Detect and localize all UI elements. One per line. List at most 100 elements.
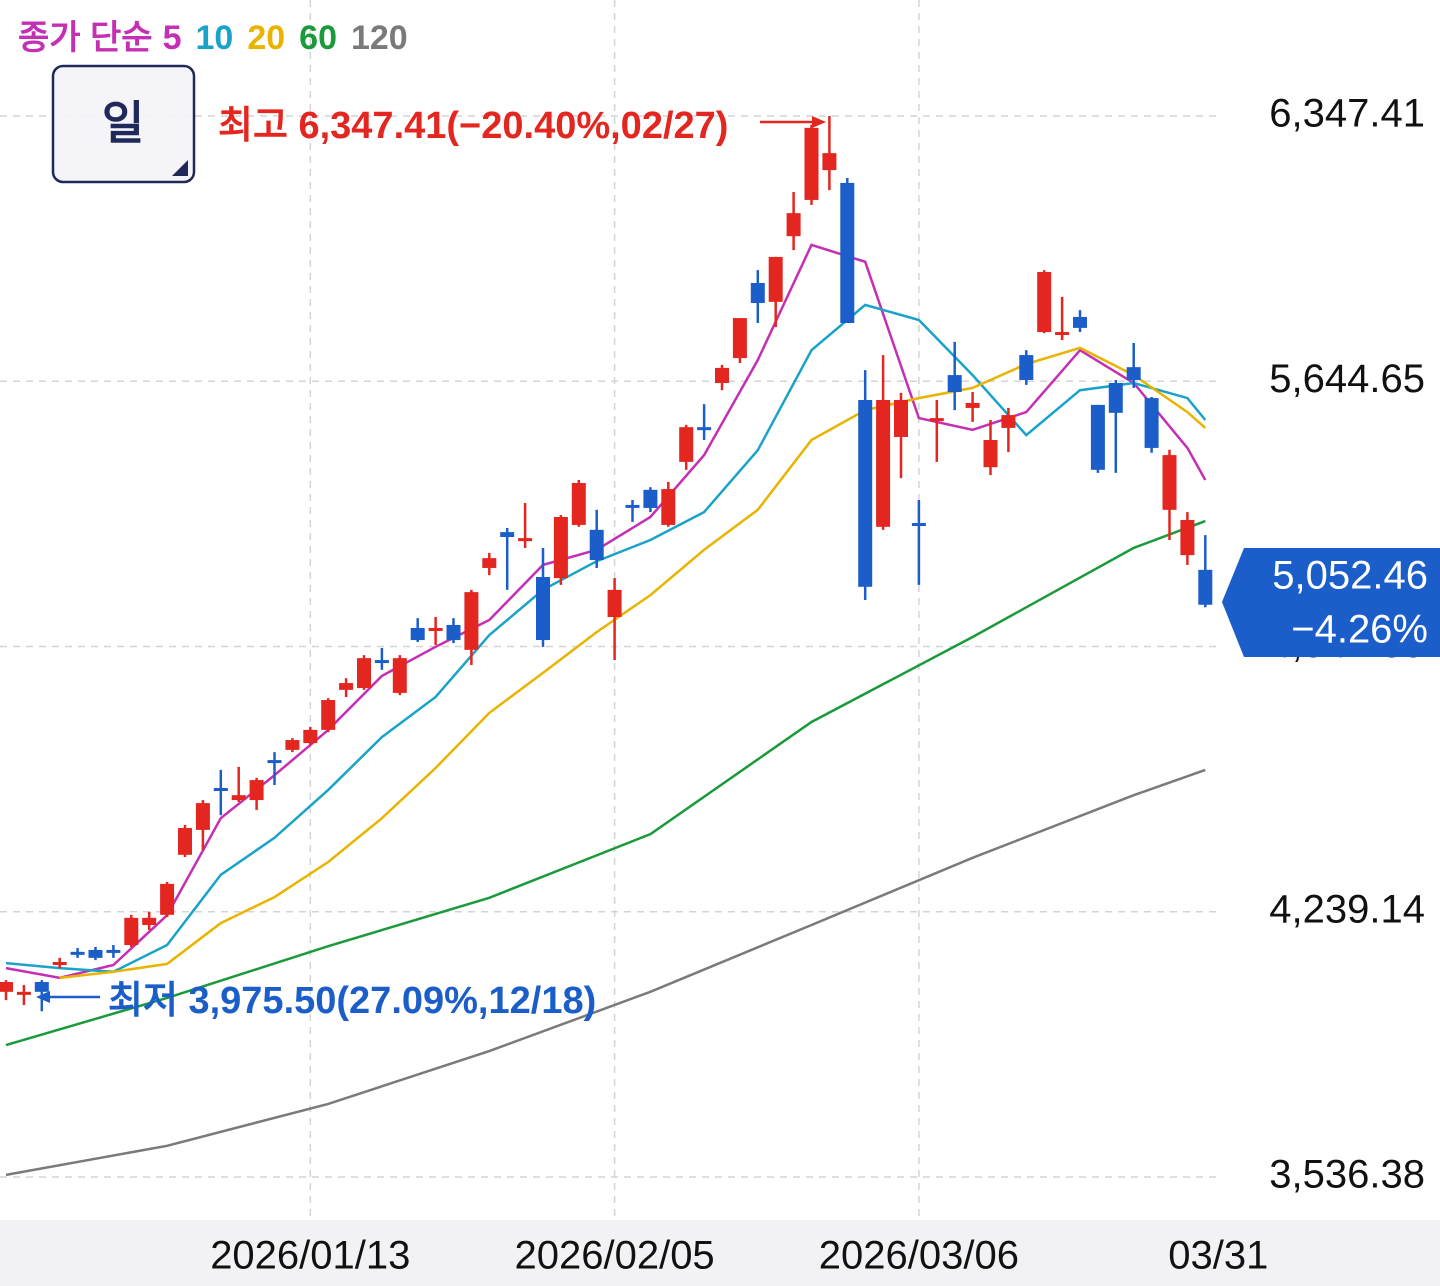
candle-body: [822, 153, 837, 171]
legend-entry: 20: [247, 19, 285, 57]
candle-body: [1001, 415, 1016, 428]
candle-body: [482, 558, 497, 568]
candle-body: [947, 375, 962, 393]
price-tag-box: [1222, 548, 1440, 657]
candle-body: [446, 624, 461, 641]
ma-line: [5, 768, 1206, 1177]
candle-body: [911, 523, 926, 527]
candle-body: [339, 683, 354, 690]
x-axis-band: [0, 1220, 1440, 1286]
ma-line: [5, 243, 1207, 980]
candle-body: [679, 427, 694, 462]
candle-body: [804, 127, 819, 200]
candle-body: [553, 516, 568, 579]
y-tick-label: 4,239.14: [1269, 887, 1425, 931]
candle-body: [1037, 272, 1052, 333]
candle-body: [195, 803, 210, 830]
candle-body: [1073, 316, 1087, 328]
x-tick-label: 03/31: [1168, 1234, 1268, 1278]
candle-body: [1162, 455, 1177, 510]
candle-body: [213, 788, 228, 792]
x-tick-label: 2026/01/13: [210, 1234, 410, 1278]
candle-body: [464, 592, 479, 650]
candle-body: [1144, 398, 1159, 448]
button-corner: [172, 160, 188, 176]
period-button[interactable]: 일: [51, 64, 196, 184]
legend-entry: 5: [163, 19, 182, 57]
candle-body: [410, 627, 425, 641]
candle-body: [1180, 520, 1195, 556]
axes: 6,347.415,644.654,941.894,239.143,536.38…: [210, 92, 1425, 1278]
candle-body: [357, 658, 371, 688]
candle-body: [34, 982, 49, 992]
candle-body: [321, 700, 336, 730]
change: −4.26%: [1291, 608, 1428, 652]
candle-body: [267, 760, 282, 764]
candle-body: [231, 795, 246, 801]
legend-entry: 120: [351, 19, 408, 57]
candle-body: [536, 577, 550, 641]
candle-body: [1090, 404, 1105, 470]
legend-label: 종가 단순: [18, 19, 153, 57]
candle-body: [88, 949, 103, 958]
candle-body: [0, 982, 13, 992]
price-tag: 5,052.46 −4.26%: [1222, 548, 1440, 657]
legend-entry: 10: [196, 19, 234, 57]
y-tick-label: 6,347.41: [1269, 92, 1425, 136]
candle-body: [858, 399, 873, 587]
candle-body: [178, 828, 192, 855]
candle-body: [768, 256, 783, 302]
candle-body: [929, 418, 944, 422]
candle-body: [1019, 355, 1034, 380]
y-tick-label: 3,536.38: [1269, 1153, 1425, 1197]
button-label[interactable]: 일: [102, 97, 144, 149]
candle-body: [124, 917, 139, 946]
candle-body: [786, 213, 801, 237]
candle-body: [500, 532, 515, 538]
legend-entry: 60: [299, 19, 337, 57]
candle-body: [625, 504, 640, 508]
candle-body: [428, 627, 443, 631]
candle-body: [732, 318, 747, 359]
candle-body: [285, 740, 300, 750]
candle-body: [840, 182, 855, 323]
candle-body: [876, 399, 891, 527]
candle-body: [571, 483, 586, 525]
ma-line: [5, 519, 1206, 1047]
x-tick-label: 2026/02/05: [514, 1234, 714, 1278]
candle-body: [965, 403, 980, 408]
candle-body: [589, 529, 604, 561]
candle-body: [1198, 569, 1213, 605]
candle-body: [249, 780, 264, 801]
legend: 종가 단순 5 10 20 60 120: [18, 19, 408, 57]
candle-body: [1055, 332, 1070, 336]
candle-body: [52, 962, 67, 966]
candle-body: [1126, 367, 1141, 380]
candles: [0, 115, 1213, 1012]
candle-body: [607, 589, 622, 618]
y-tick-label: 5,644.65: [1269, 357, 1425, 401]
low-arrow-head: [36, 991, 50, 1003]
candle-body: [983, 439, 998, 468]
candle-body: [303, 729, 318, 744]
grid: [0, 0, 1220, 1220]
button-box[interactable]: [51, 64, 196, 184]
candle-body: [16, 991, 31, 995]
candle-body: [697, 427, 712, 431]
candle-body: [715, 367, 729, 384]
candle-body: [518, 538, 533, 542]
candle-body: [661, 489, 676, 525]
candle-body: [1108, 383, 1123, 413]
ma-lines: [5, 243, 1207, 1177]
last-price: 5,052.46: [1272, 554, 1428, 598]
x-tick-label: 2026/03/06: [819, 1234, 1019, 1278]
candle-body: [392, 658, 407, 693]
candle-body: [643, 489, 658, 508]
candle-body: [106, 949, 121, 953]
low-annotation: 최저 3,975.50(27.09%,12/18): [108, 980, 596, 1022]
candle-body: [142, 917, 157, 926]
candle-body: [894, 399, 908, 437]
ma-line: [5, 303, 1207, 974]
candle-body: [70, 951, 85, 955]
